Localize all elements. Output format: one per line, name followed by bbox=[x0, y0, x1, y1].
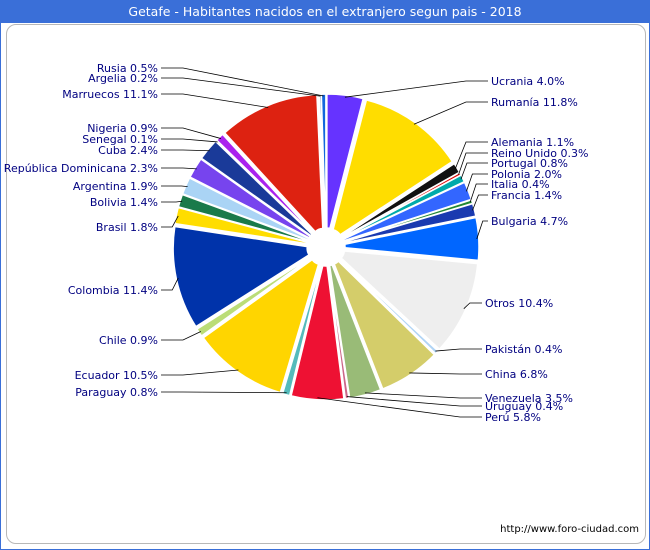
leader-line bbox=[161, 149, 210, 152]
slice-label: Ucrania 4.0% bbox=[491, 75, 565, 88]
leader-line bbox=[463, 302, 482, 309]
slice-label: Ecuador 10.5% bbox=[75, 369, 158, 382]
slice-label: Pakistán 0.4% bbox=[485, 343, 563, 356]
leader-line bbox=[413, 101, 488, 125]
leader-line bbox=[161, 215, 179, 228]
leader-line bbox=[466, 173, 488, 192]
pie-slice-pakist-n bbox=[338, 258, 440, 355]
leader-line bbox=[472, 194, 488, 211]
pie-slice-chile bbox=[195, 256, 312, 338]
pie-slice-ecuador bbox=[202, 258, 320, 394]
leader-line bbox=[161, 277, 179, 291]
leader-line bbox=[469, 183, 488, 203]
slice-label: Bolivia 1.4% bbox=[90, 196, 158, 209]
leader-line bbox=[161, 127, 222, 139]
slice-label: Venezuela 3.5% bbox=[485, 392, 573, 405]
slice-label: China 6.8% bbox=[485, 368, 548, 381]
pie-slice-otros bbox=[340, 250, 479, 351]
leader-line bbox=[454, 141, 488, 170]
slice-label: Uruguay 0.4% bbox=[485, 400, 563, 413]
leader-line bbox=[161, 369, 239, 376]
leader-line bbox=[435, 348, 482, 352]
slice-label: Reino Unido 0.3% bbox=[491, 147, 588, 160]
pie-slice-nigeria bbox=[215, 133, 315, 235]
leader-line bbox=[161, 93, 269, 108]
pie-slice-ruman-a bbox=[332, 98, 454, 236]
slice-label: Nigeria 0.9% bbox=[87, 122, 158, 135]
pie-slice-bulgaria bbox=[343, 216, 480, 262]
pie-slice-venezuela bbox=[328, 263, 382, 399]
pie-slice-marruecos bbox=[223, 93, 324, 233]
slice-label: Senegal 0.1% bbox=[82, 133, 158, 146]
leader-line bbox=[161, 391, 287, 394]
slice-label: Otros 10.4% bbox=[485, 297, 553, 310]
slice-label: Marruecos 11.1% bbox=[62, 88, 158, 101]
leader-line bbox=[344, 80, 488, 98]
slice-label: Argentina 1.9% bbox=[73, 180, 158, 193]
leader-line bbox=[460, 162, 488, 180]
slice-label: Colombia 11.4% bbox=[68, 284, 158, 297]
slice-label: Argelia 0.2% bbox=[88, 72, 158, 85]
chart-title: Getafe - Habitantes nacidos en el extran… bbox=[1, 1, 649, 23]
slice-label: Cuba 2.4% bbox=[98, 144, 158, 157]
slice-label: Perú 5.8% bbox=[485, 411, 541, 424]
pie-slice-rep-blica-dominicana bbox=[188, 158, 312, 239]
slice-label: Chile 0.9% bbox=[99, 334, 158, 347]
leader-line bbox=[458, 152, 488, 175]
pie-slice-ucrania bbox=[326, 93, 365, 230]
slice-label: Bulgaria 4.7% bbox=[491, 215, 568, 228]
pie-slice-francia bbox=[343, 202, 477, 244]
leader-line bbox=[317, 397, 482, 418]
source-watermark: http://www.foro-ciudad.com bbox=[500, 524, 639, 535]
pie-slice-paraguay bbox=[281, 264, 323, 397]
slice-label: Alemania 1.1% bbox=[491, 136, 574, 149]
pie-slice-per- bbox=[290, 264, 345, 401]
slice-label: Brasil 1.8% bbox=[96, 221, 158, 234]
pie-slice-rusia bbox=[320, 93, 327, 229]
slice-label: Rumanía 11.8% bbox=[491, 96, 578, 109]
leader-line bbox=[409, 372, 482, 375]
slice-label: Francia 1.4% bbox=[491, 189, 562, 202]
slice-label: Portugal 0.8% bbox=[491, 157, 568, 170]
slice-label: Polonia 2.0% bbox=[491, 168, 562, 181]
leader-line bbox=[346, 396, 482, 407]
pie-slice-colombia bbox=[172, 225, 311, 328]
leader-line bbox=[364, 392, 482, 399]
slice-label: Italia 0.4% bbox=[491, 178, 550, 191]
slice-label: República Dominicana 2.3% bbox=[4, 162, 158, 175]
slice-label: Rusia 0.5% bbox=[97, 62, 158, 75]
pie-slice-argentina bbox=[181, 176, 310, 242]
leader-line bbox=[161, 200, 183, 203]
pie-slice-uruguay bbox=[327, 264, 350, 400]
slice-label: Paraguay 0.8% bbox=[75, 386, 158, 399]
leader-line bbox=[161, 331, 202, 341]
leader-line bbox=[161, 67, 324, 97]
leader-line bbox=[161, 138, 218, 143]
leader-line bbox=[161, 185, 188, 187]
pie-slice-china bbox=[333, 260, 436, 390]
leader-line bbox=[476, 220, 488, 240]
leader-line bbox=[161, 167, 197, 170]
leader-line bbox=[161, 77, 321, 97]
